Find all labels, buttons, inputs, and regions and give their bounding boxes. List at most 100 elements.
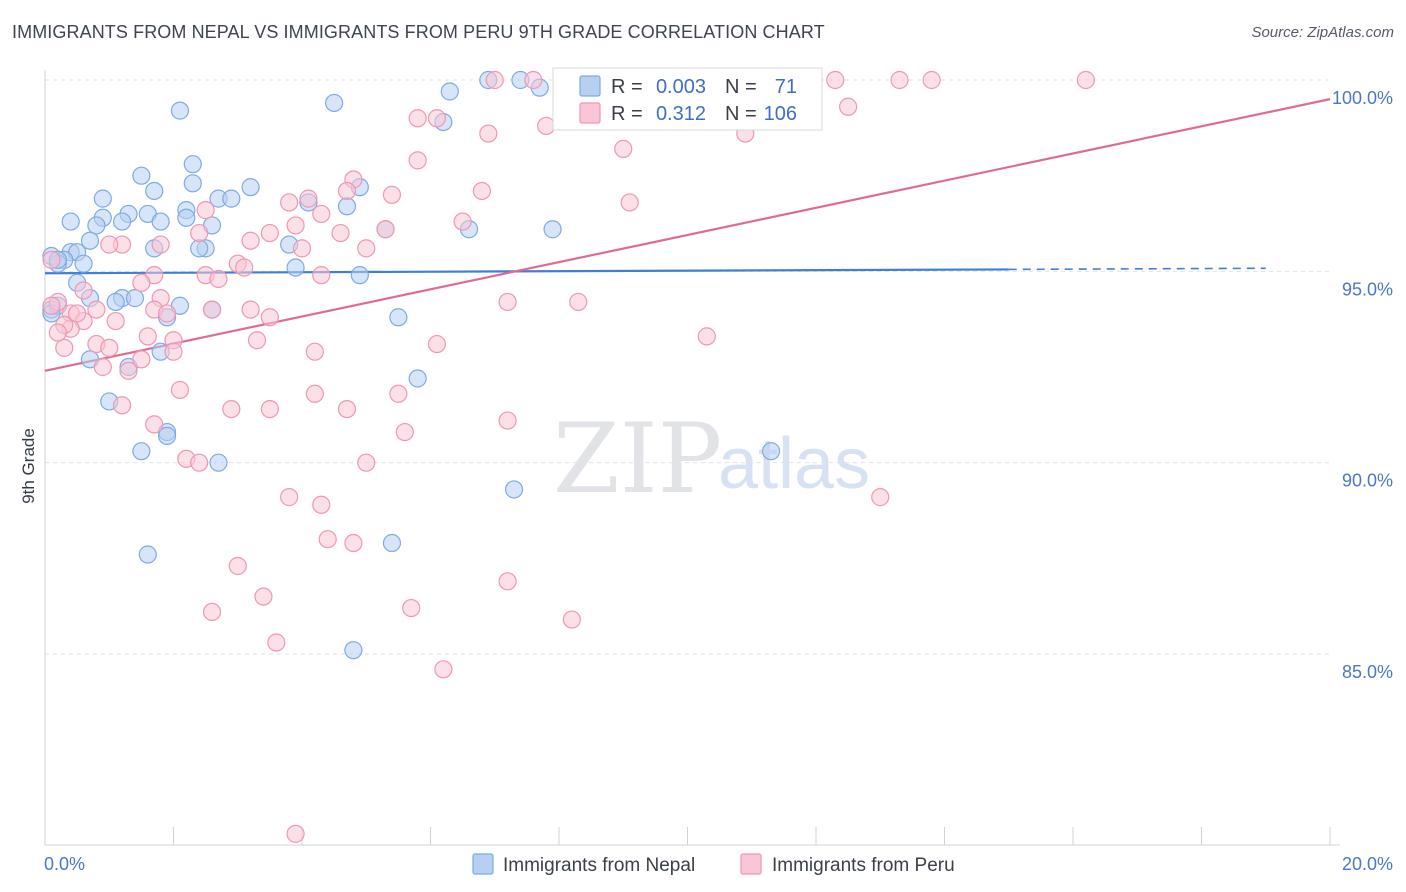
peru-point — [286, 824, 305, 843]
nepal-point — [350, 266, 369, 285]
peru-point — [93, 357, 112, 377]
y-tick-label: 85.0% — [1342, 662, 1393, 682]
nepal-n-value: 71 — [775, 76, 797, 98]
axes — [44, 70, 1340, 846]
peru-point — [305, 342, 324, 361]
peru-point — [106, 311, 125, 331]
peru-point — [286, 216, 305, 235]
peru-point — [524, 70, 543, 90]
peru-point — [267, 633, 286, 652]
nepal-point — [543, 220, 562, 239]
peru-point — [202, 602, 222, 622]
peru-point — [87, 300, 106, 319]
nepal-point — [93, 189, 112, 208]
peru-point — [292, 239, 312, 258]
peru-n-value: 106 — [764, 103, 797, 125]
peru-point — [318, 530, 337, 549]
peru-point — [408, 109, 427, 128]
peru-point — [209, 269, 228, 289]
nepal-point — [241, 178, 260, 197]
peru-point — [408, 151, 427, 170]
nepal-point — [183, 174, 202, 193]
peru-point — [202, 300, 222, 319]
peru-point — [170, 380, 190, 400]
peru-point — [151, 235, 170, 254]
peru-point — [922, 70, 941, 90]
peru-point — [427, 334, 447, 354]
peru-point — [241, 231, 260, 250]
nepal-r-value: 0.003 — [656, 76, 706, 98]
peru-point — [376, 220, 395, 239]
series-legend: Immigrants from Nepal Immigrants from Pe… — [472, 853, 955, 876]
peru-point — [498, 411, 517, 430]
peru-point — [562, 610, 581, 629]
peru-point — [395, 422, 414, 442]
peru-point — [427, 109, 447, 128]
peru-point — [331, 223, 350, 243]
chart-title: IMMIGRANTS FROM NEPAL VS IMMIGRANTS FROM… — [12, 22, 825, 42]
peru-point — [260, 223, 279, 243]
nepal-point — [138, 545, 157, 564]
peru-point — [312, 495, 331, 514]
peru-point — [479, 124, 498, 143]
peru-point — [260, 399, 279, 419]
peru-point — [312, 266, 331, 285]
peru-point — [357, 453, 376, 472]
nepal-trend-extension — [1008, 267, 1266, 271]
nepal-point — [112, 212, 132, 231]
nepal-point — [440, 82, 459, 101]
peru-point — [235, 258, 254, 277]
peru-point — [299, 189, 318, 208]
peru-point — [280, 488, 299, 507]
nepal-point — [132, 166, 151, 185]
legend-peru-label: Immigrants from Peru — [772, 855, 955, 876]
peru-point — [138, 327, 157, 346]
nepal-point — [87, 216, 106, 235]
peru-point — [312, 204, 331, 224]
peru-point — [190, 223, 209, 243]
peru-n-label: N = — [725, 103, 757, 125]
peru-point — [247, 331, 267, 350]
nepal-point — [74, 254, 93, 273]
x-tick-label: 0.0% — [44, 854, 85, 874]
nepal-point — [190, 239, 209, 258]
peru-point — [280, 193, 299, 212]
peru-point — [337, 399, 357, 419]
nepal-r-label: R = — [611, 76, 643, 98]
nepal-point — [106, 292, 125, 312]
nepal-point — [145, 181, 164, 201]
peru-point — [42, 250, 61, 269]
nepal-point — [125, 289, 145, 308]
peru-point — [697, 327, 716, 346]
nepal-point — [382, 533, 402, 553]
nepal-swatch — [579, 75, 601, 97]
peru-point — [112, 396, 132, 415]
peru-point — [871, 488, 890, 507]
nepal-point — [761, 442, 781, 461]
nepal-point — [80, 231, 100, 250]
peru-point — [68, 304, 87, 323]
peru-point — [228, 556, 247, 576]
peru-point — [305, 384, 324, 403]
peru-swatch — [579, 102, 601, 124]
peru-point — [402, 598, 421, 618]
peru-point — [1076, 70, 1095, 90]
peru-point — [839, 97, 858, 116]
peru-point — [42, 296, 61, 315]
peru-point — [132, 273, 151, 292]
legend-peru-swatch — [740, 853, 762, 875]
nepal-point — [61, 212, 80, 231]
nepal-point — [177, 208, 196, 227]
y-axis-title: 9th Grade — [19, 428, 38, 504]
nepal-point — [170, 101, 190, 120]
peru-point — [485, 70, 504, 90]
source-credit: Source: ZipAtlas.com — [1251, 24, 1394, 41]
peru-point — [190, 453, 209, 472]
legend-nepal-swatch — [472, 853, 494, 875]
peru-point — [537, 116, 556, 136]
nepal-point — [337, 197, 357, 216]
nepal-point — [132, 442, 151, 461]
peru-point — [337, 181, 357, 201]
peru-point — [157, 304, 177, 323]
